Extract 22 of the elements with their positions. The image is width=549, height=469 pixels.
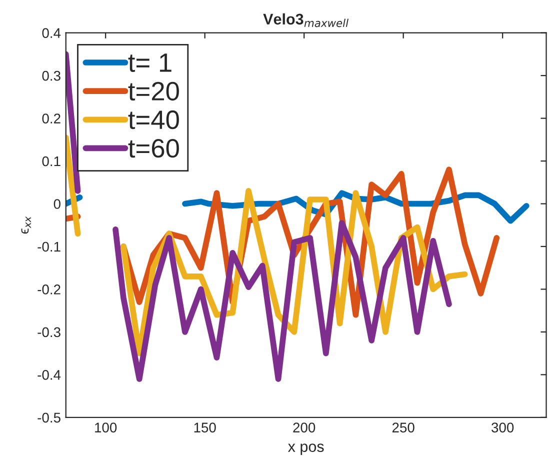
legend-label: t= 1 [128,54,172,72]
legend-label: t=40 [128,110,179,130]
x-axis-title: x pos [288,444,324,456]
y-tick-label: -0.4 [38,370,61,380]
y-axis-title: ϵ$_{xx}$ [21,216,31,234]
y-tick-label: 0.1 [42,156,60,166]
y-tick-label: 0.2 [42,114,60,124]
chart-title: Velo3$_{maxwell}$ [263,13,348,28]
legend-label: t=60 [128,138,179,158]
x-tick-label: 250 [392,422,414,432]
x-tick-label: 100 [95,422,117,432]
y-tick-label: -0.2 [38,284,60,294]
x-tick-label: 200 [293,422,316,432]
x-tick-label: 300 [492,422,514,432]
y-tick-label: 0.3 [42,70,60,81]
y-tick-label: -0.1 [38,242,60,252]
x-tick-label: 150 [194,422,216,432]
y-tick-label: -0.5 [38,412,60,423]
legend-label: t=20 [128,82,179,101]
y-tick-label: 0.4 [42,28,61,38]
y-tick-label: 0 [54,199,60,209]
y-tick-label: -0.3 [38,327,60,338]
